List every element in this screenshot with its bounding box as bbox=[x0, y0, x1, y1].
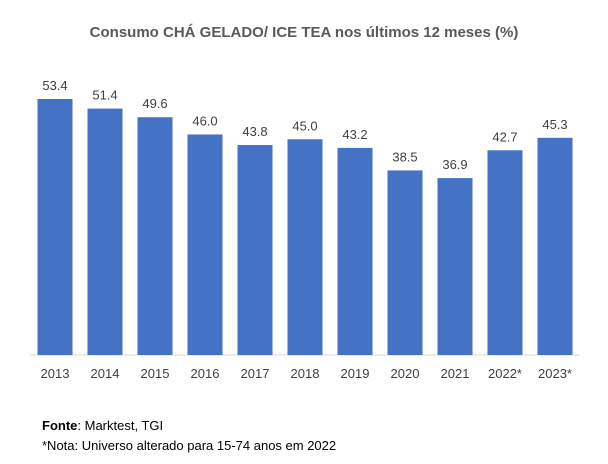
bar-2023* bbox=[537, 137, 573, 355]
data-label-2020: 38.5 bbox=[392, 149, 417, 164]
universe-note: *Nota: Universo alterado para 15-74 anos… bbox=[42, 438, 337, 453]
bar-2015 bbox=[137, 117, 173, 356]
data-label-2022*: 42.7 bbox=[492, 129, 517, 144]
x-tick-label-2021: 2021 bbox=[441, 366, 470, 381]
x-tick-label-2023*: 2023* bbox=[538, 366, 572, 381]
x-tick-label-2015: 2015 bbox=[141, 366, 170, 381]
data-label-2013: 53.4 bbox=[42, 78, 67, 93]
bar-2013 bbox=[37, 99, 73, 355]
data-label-2015: 49.6 bbox=[142, 96, 167, 111]
data-label-2021: 36.9 bbox=[442, 157, 467, 172]
bar-2017 bbox=[237, 145, 273, 355]
x-tick-label-2018: 2018 bbox=[291, 366, 320, 381]
data-label-2019: 43.2 bbox=[342, 127, 367, 142]
bar-2020 bbox=[387, 170, 423, 355]
data-label-2017: 43.8 bbox=[242, 124, 267, 139]
data-label-2014: 51.4 bbox=[92, 88, 117, 103]
source-note: Fonte: Marktest, TGI bbox=[42, 416, 336, 436]
x-tick-label-2013: 2013 bbox=[41, 366, 70, 381]
bar-2016 bbox=[187, 134, 223, 355]
chart-notes: Fonte: Marktest, TGI *Nota: Universo alt… bbox=[42, 416, 336, 456]
data-label-2018: 45.0 bbox=[292, 118, 317, 133]
bar-2014 bbox=[87, 108, 123, 355]
x-tick-label-2022*: 2022* bbox=[488, 366, 522, 381]
x-tick-label-2014: 2014 bbox=[91, 366, 120, 381]
data-label-2016: 46.0 bbox=[192, 113, 217, 128]
data-label-2023*: 45.3 bbox=[542, 117, 567, 132]
bar-chart: 53.4 2013 51.4 2014 49.6 2015 46.0 2016 43.8 2017… bbox=[30, 78, 580, 381]
x-tick-label-2017: 2017 bbox=[241, 366, 270, 381]
bar-2019 bbox=[337, 147, 373, 355]
bar-2021 bbox=[437, 178, 473, 355]
x-tick-label-2020: 2020 bbox=[391, 366, 420, 381]
x-tick-label-2019: 2019 bbox=[341, 366, 370, 381]
x-tick-label-2016: 2016 bbox=[191, 366, 220, 381]
bar-2018 bbox=[287, 139, 323, 355]
source-text: : Marktest, TGI bbox=[77, 418, 164, 433]
chart-title: Consumo CHÁ GELADO/ ICE TEA nos últimos … bbox=[89, 24, 519, 41]
source-label: Fonte bbox=[42, 418, 78, 433]
bar-2022* bbox=[487, 150, 523, 355]
